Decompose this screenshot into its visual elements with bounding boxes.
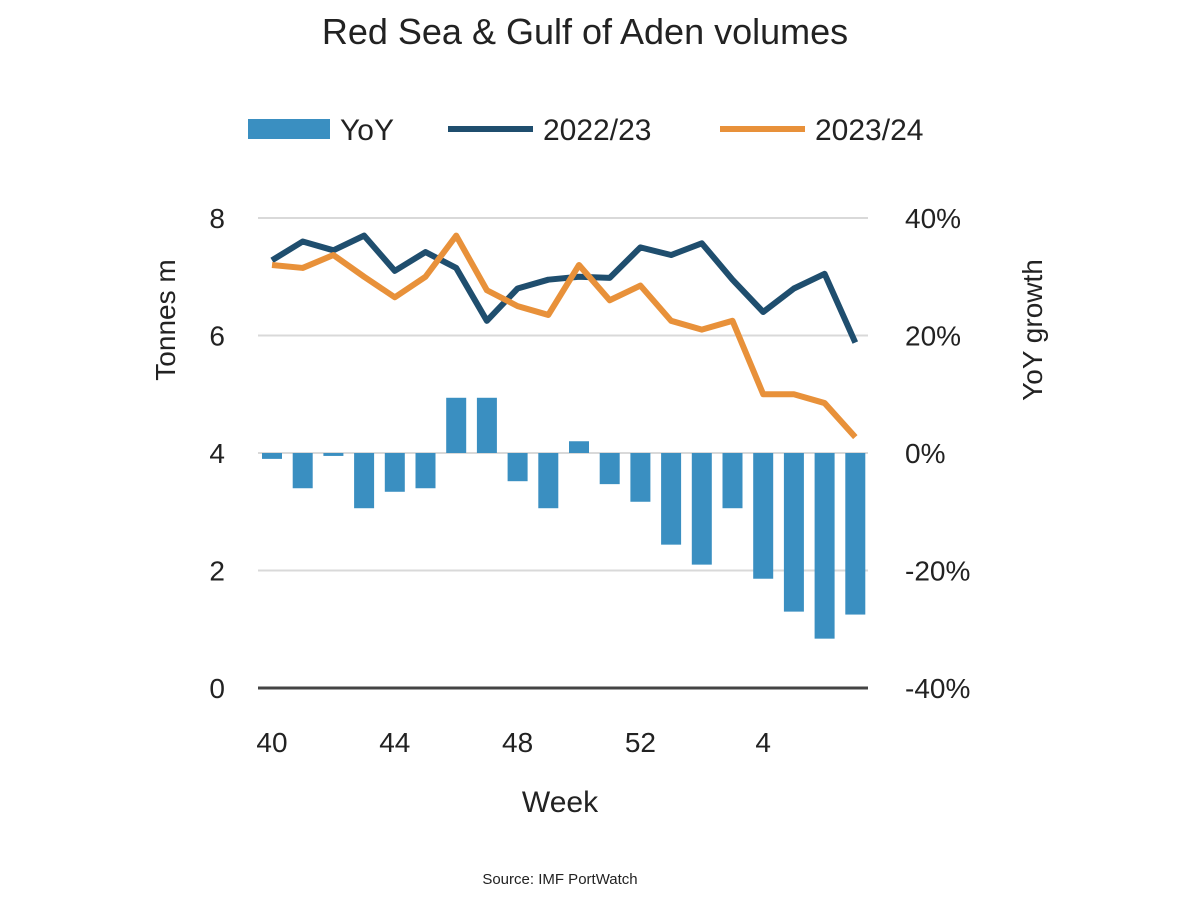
legend-label: 2023/24	[815, 114, 923, 147]
yoy-bar	[323, 453, 344, 456]
chart-title: Red Sea & Gulf of Aden volumes	[322, 11, 848, 52]
y-right-tick-label: -40%	[905, 673, 970, 704]
yoy-bars	[262, 397, 866, 639]
yoy-bar	[814, 453, 835, 639]
y-left-tick-label: 4	[209, 438, 225, 469]
source-note: Source: IMF PortWatch	[482, 871, 637, 888]
yoy-bar	[476, 397, 497, 453]
yoy-bar	[569, 441, 589, 453]
yoy-bar	[384, 453, 405, 492]
x-tick-label: 48	[502, 727, 533, 758]
x-axis-label: Week	[522, 786, 599, 819]
x-tick-label: 52	[625, 727, 656, 758]
yoy-bar	[783, 453, 804, 612]
y-left-tick-label: 2	[209, 556, 225, 587]
line-2023-24	[271, 232, 858, 440]
lines	[270, 232, 859, 440]
yoy-bar	[630, 453, 651, 502]
y-right-tick-label: -20%	[905, 556, 970, 587]
x-tick-label: 44	[379, 727, 410, 758]
yoy-bar	[753, 453, 774, 579]
y-right-tick-label: 20%	[905, 321, 961, 352]
yoy-bar	[599, 453, 620, 485]
yoy-bar	[722, 453, 743, 509]
y-axis-left-label: Tonnes m	[150, 259, 181, 380]
y-right-tick-label: 0%	[905, 438, 945, 469]
yoy-bar	[507, 453, 528, 482]
yoy-bar	[354, 453, 375, 509]
legend-label: YoY	[340, 114, 394, 147]
yoy-bar	[538, 453, 559, 509]
y-axis-right-label: YoY growth	[1017, 259, 1048, 401]
y-left-tick-label: 6	[209, 321, 225, 352]
legend-swatch-yoy	[248, 119, 330, 139]
y-left-tick-label: 8	[209, 203, 225, 234]
yoy-bar	[845, 453, 866, 615]
legend-label: 2022/23	[543, 114, 651, 147]
y-right-tick-label: 40%	[905, 203, 961, 234]
yoy-bar	[661, 453, 682, 545]
yoy-bar	[415, 453, 436, 489]
yoy-bar	[262, 453, 282, 459]
yoy-bar	[691, 453, 712, 565]
yoy-bar	[292, 453, 313, 489]
yoy-bar	[446, 397, 467, 453]
x-tick-label: 4	[755, 727, 771, 758]
axes: 0 2 4 6 8 -40% -20% 0% 20% 40% 40 44 48 52 4	[209, 203, 970, 758]
x-tick-label: 40	[256, 727, 287, 758]
line-2022-23	[270, 232, 859, 344]
legend: YoY 2022/23 2023/24	[248, 114, 923, 147]
y-left-tick-label: 0	[209, 673, 225, 704]
